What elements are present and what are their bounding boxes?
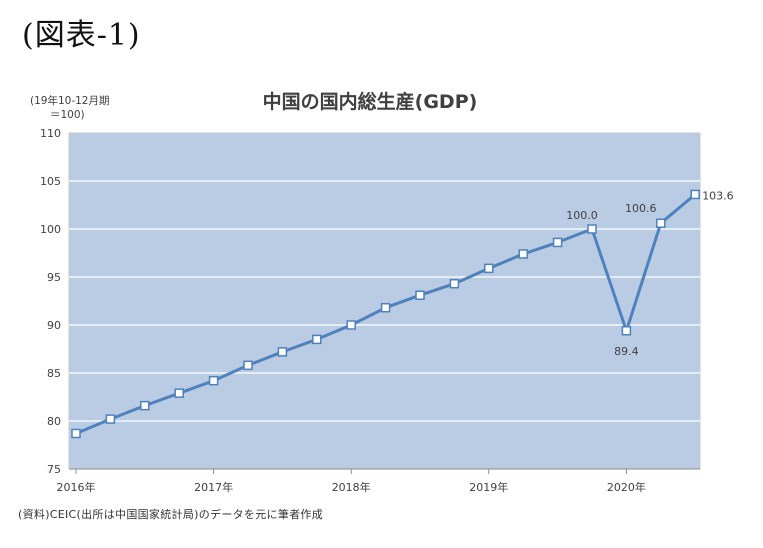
data-label: 89.4 (614, 345, 639, 358)
x-tick-label: 2019年 (469, 480, 508, 494)
data-point (484, 263, 494, 274)
data-point (312, 334, 322, 345)
data-point (277, 347, 288, 357)
data-point (415, 290, 425, 300)
y-axis: 75 80 85 90 95 100 105 110 (40, 127, 61, 476)
data-point (552, 237, 563, 248)
x-tick-label: 2016年 (57, 480, 96, 494)
y-tick-label: 85 (47, 367, 61, 380)
gridlines (69, 180, 700, 422)
data-point (587, 224, 597, 234)
unit-note-line1: (19年10-12月期 (30, 94, 109, 107)
y-tick-label: 105 (40, 175, 61, 188)
x-tick-label: 2018年 (332, 480, 371, 494)
y-tick-label: 100 (40, 223, 61, 236)
data-point (71, 428, 81, 439)
data-point (243, 360, 253, 371)
series-gdp (71, 189, 700, 439)
y-tick-label: 95 (47, 271, 61, 284)
data-point (105, 414, 116, 424)
data-point (621, 326, 632, 336)
x-tick-label: 2020年 (607, 480, 646, 494)
data-point (656, 218, 666, 228)
unit-note-line2: ＝100) (50, 109, 85, 121)
data-label: 100.6 (625, 202, 657, 215)
y-tick-label: 90 (47, 319, 61, 332)
figure-label: (図表-1) (22, 18, 141, 53)
data-point (449, 278, 460, 289)
source-note: (資料)CEIC(出所は中国国家統計局)のデータを元に筆者作成 (18, 508, 324, 521)
data-point (174, 388, 184, 398)
plot-area (68, 132, 701, 470)
data-point (140, 400, 150, 411)
data-label: 100.0 (566, 209, 598, 222)
data-point (208, 375, 219, 386)
data-point (380, 302, 391, 313)
chart-title: 中国の国内総生産(GDP) (263, 90, 478, 113)
data-label: 103.6 (702, 189, 734, 202)
x-axis: 2016年 2017年 2018年 2019年 2020年 (57, 468, 700, 494)
data-point (690, 189, 700, 200)
y-tick-label: 75 (47, 463, 61, 476)
x-tick-label: 2017年 (194, 480, 233, 494)
data-point (346, 320, 356, 330)
y-tick-label: 80 (47, 415, 61, 428)
data-labels: 100.0 89.4 100.6 103.6 (566, 189, 733, 357)
data-point (518, 249, 528, 259)
y-tick-label: 110 (40, 127, 61, 140)
